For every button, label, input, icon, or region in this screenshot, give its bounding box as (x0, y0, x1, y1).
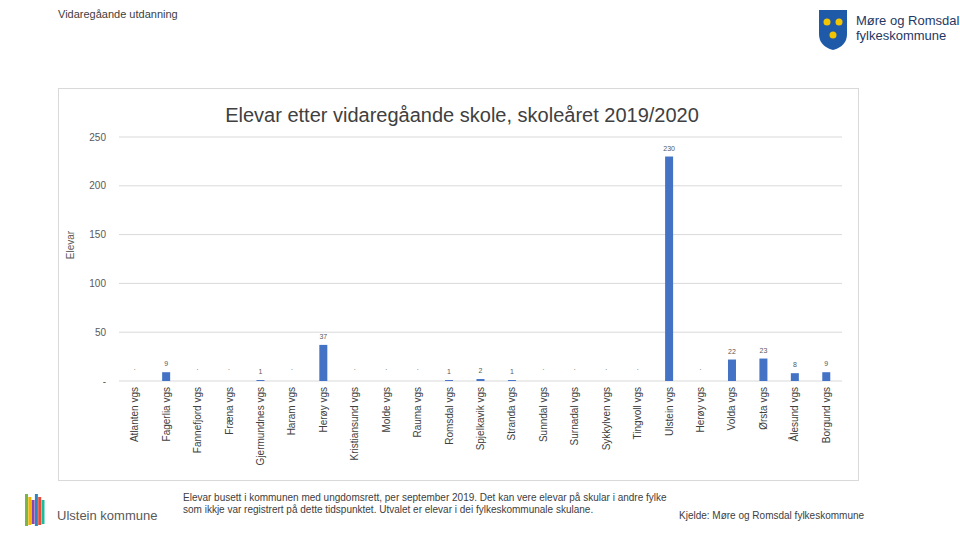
grid-line (119, 137, 842, 138)
x-tick-label: Kristiansund vgs (349, 387, 360, 460)
data-label: . (700, 364, 702, 371)
bar (791, 373, 799, 381)
x-tick-label: Spjelkavik vgs (475, 387, 486, 450)
x-tick-label: Fannefjord vgs (192, 387, 203, 453)
x-tick-label: Ålesund vgs (788, 387, 800, 441)
header: Vidaregåande utdanning (58, 8, 178, 20)
x-tick-label: Borgund vgs (821, 387, 832, 443)
bar (445, 380, 453, 381)
x-tick-label: Rauma vgs (412, 387, 423, 438)
logo-text: fylkeskommune (856, 28, 946, 43)
logo-detail (836, 19, 843, 26)
municipality-logo (25, 494, 45, 526)
y-tick-label: 50 (95, 327, 107, 338)
data-label: . (291, 364, 293, 371)
bar (759, 359, 767, 381)
grid-line (119, 185, 842, 186)
data-label: 1 (510, 368, 514, 375)
data-label: 9 (164, 360, 168, 367)
x-tick-label: Herøy vgs (318, 387, 329, 433)
y-tick-label: 250 (89, 132, 106, 143)
x-tick-label: Stranda vgs (506, 387, 517, 440)
data-label: . (417, 364, 419, 371)
bar (822, 372, 830, 381)
municipality-name: Ulstein kommune (57, 508, 157, 523)
bar (508, 380, 516, 381)
logo-shield (819, 10, 847, 50)
x-tick-label: Volda vgs (726, 387, 737, 430)
data-label: 37 (319, 333, 327, 340)
grid-line (119, 332, 842, 333)
data-label: 22 (728, 348, 736, 355)
x-tick-label: Ulstein vgs (664, 387, 675, 436)
logo-stripe (28, 497, 31, 525)
data-label: . (134, 364, 136, 371)
note: Elevar busett i kommunen med ungdomsrett… (183, 492, 668, 516)
chart-title: Elevar etter vidaregåande skole, skoleår… (225, 104, 699, 126)
data-label: 230 (663, 145, 675, 152)
grid-line (119, 283, 842, 284)
data-label: . (385, 364, 387, 371)
chart-frame (59, 89, 859, 481)
x-tick-label: Tingvoll vgs (632, 387, 643, 439)
logo-detail (830, 32, 837, 39)
logo-stripe (32, 500, 35, 524)
data-label: 9 (824, 360, 828, 367)
data-label: . (354, 364, 356, 371)
data-label: . (574, 364, 576, 371)
logo-stripe (35, 494, 38, 526)
x-tick-label: Fræna vgs (224, 387, 235, 435)
bar (256, 380, 264, 381)
data-label: . (197, 364, 199, 371)
bar (319, 345, 327, 381)
y-tick-label: 200 (89, 180, 106, 191)
data-label: 23 (760, 347, 768, 354)
data-label: . (542, 364, 544, 371)
x-tick-label: Molde vgs (381, 387, 392, 433)
data-label: 8 (793, 361, 797, 368)
x-tick-label: Surnadal vgs (569, 387, 580, 445)
logo-text: Møre og Romsdal (856, 13, 959, 28)
x-tick-label: Fagerlia vgs (161, 387, 172, 441)
x-tick-label: Ørsta vgs (758, 387, 769, 430)
x-tick-label: Herøy vgs (695, 387, 706, 433)
data-label: . (605, 364, 607, 371)
x-tick-label: Sunndal vgs (538, 387, 549, 442)
x-tick-label: Sykkylven vgs (601, 387, 612, 450)
data-label: 2 (479, 367, 483, 374)
bar (477, 379, 485, 381)
x-tick-label: Atlanten vgs (129, 387, 140, 442)
county-logo (819, 10, 847, 50)
data-label: 1 (259, 368, 263, 375)
data-label: 1 (447, 368, 451, 375)
y-tick-label: 100 (89, 278, 106, 289)
source: Kjelde: Møre og Romsdal fylkeskommune (679, 510, 865, 521)
y-tick-label: 150 (89, 229, 106, 240)
x-tick-label: Haram vgs (286, 387, 297, 435)
data-label: . (228, 364, 230, 371)
y-tick-label: - (103, 376, 106, 387)
bar (162, 372, 170, 381)
data-label: . (637, 364, 639, 371)
bars (162, 157, 830, 381)
bar (728, 360, 736, 381)
bar (665, 157, 673, 381)
x-tick-label: Romsdal vgs (444, 387, 455, 445)
logo-stripe (38, 497, 41, 525)
x-tick-label: Gjermundnes vgs (255, 387, 266, 465)
y-axis-label: Elevar (65, 230, 76, 259)
logo-stripe (42, 500, 45, 524)
page: Vidaregåande utdanning Møre og Romsdalfyl… (0, 0, 960, 540)
logo-stripe (25, 494, 28, 526)
logo-detail (824, 19, 831, 26)
grid-line (119, 234, 842, 235)
